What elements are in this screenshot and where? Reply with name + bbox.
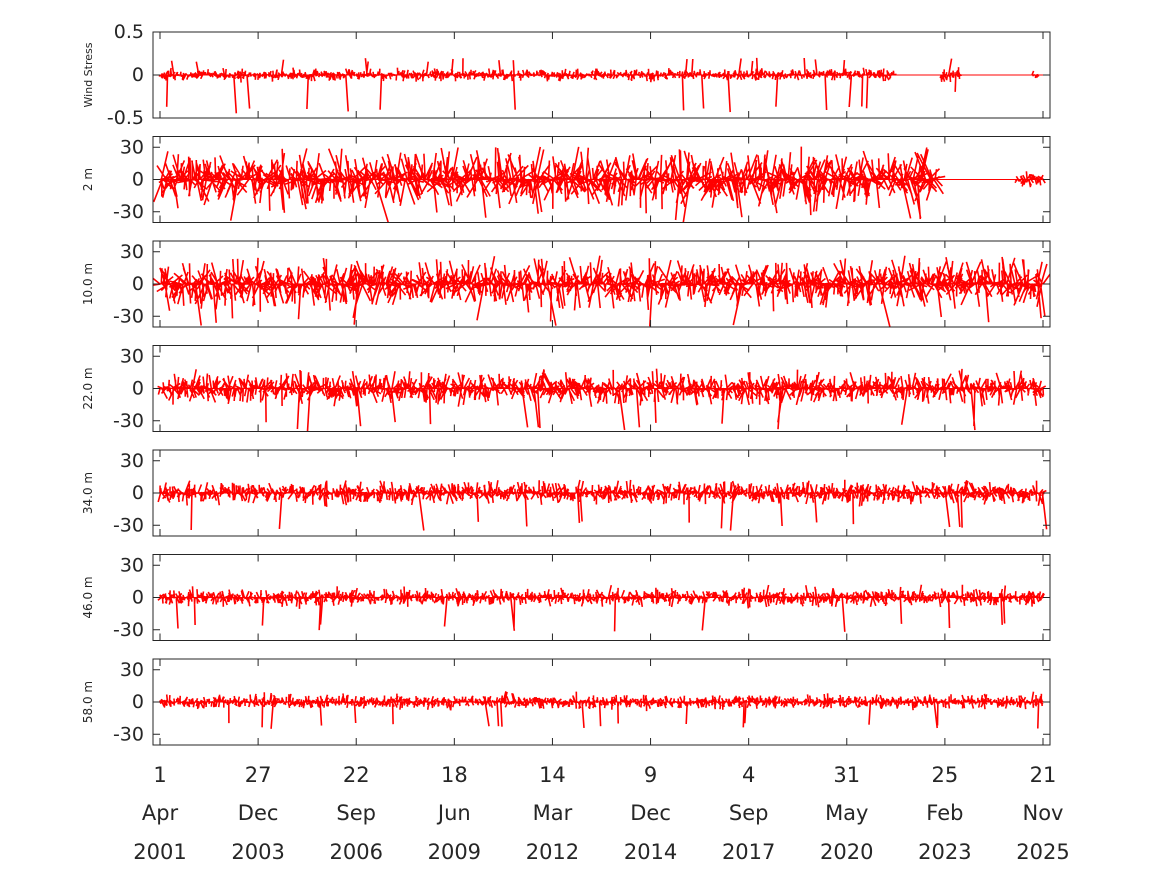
y-axis-label: Wind Stress (82, 42, 95, 107)
vector-series-segment (153, 255, 1050, 327)
x-tick-label-month: Dec (630, 801, 671, 825)
x-tick-label-day: 14 (539, 763, 566, 787)
vector-series-segment (157, 368, 1047, 432)
panel-2: 30 0 -30 10.0 m (81, 240, 1051, 328)
panel-6: 30 0 -30 58.0 m (81, 658, 1051, 746)
x-tick-label-day: 25 (932, 763, 959, 787)
y-tick-label: -30 (113, 514, 144, 536)
y-tick-label: 0 (132, 378, 144, 400)
x-tick-label-month: Nov (1023, 801, 1064, 825)
x-tick-label-day: 1 (153, 763, 166, 787)
vector-series-segment (1014, 171, 1046, 188)
y-tick-label: 0 (132, 482, 144, 504)
y-axis-label: 22.0 m (81, 367, 95, 409)
y-tick-label: 30 (120, 554, 144, 576)
vector-series-segment (939, 58, 962, 92)
y-tick-label: 0 (132, 587, 144, 609)
y-tick-label: 0 (132, 273, 144, 295)
x-tick-label-month: Sep (729, 801, 769, 825)
x-tick-label-day: 18 (441, 763, 468, 787)
vector-series-segment (157, 479, 1048, 531)
x-tick-label-year: 2023 (918, 840, 971, 864)
vector-series-segment (157, 584, 1045, 632)
panel-1: 30 0 -30 2 m (81, 136, 1051, 223)
y-axis-label: 10.0 m (81, 263, 95, 305)
x-tick-label-month: Mar (533, 801, 573, 825)
y-tick-label: 30 (120, 241, 144, 263)
x-tick-label-month: Dec (238, 801, 279, 825)
panel-5: 30 0 -30 46.0 m (81, 554, 1051, 641)
y-tick-label: 30 (120, 450, 144, 472)
vector-sticks-3 (157, 368, 1047, 432)
x-tick-label-year: 2003 (231, 840, 284, 864)
y-axis-label: 34.0 m (81, 472, 95, 514)
x-tick-label-day: 9 (644, 763, 657, 787)
vector-sticks-5 (157, 584, 1045, 632)
panels-group: 0.5 0 -0.5 Wind Stress 30 0 -30 2 m 30 0 -30 10.0 m… (81, 21, 1051, 746)
panel-0: 0.5 0 -0.5 Wind Stress (82, 21, 1051, 129)
vector-sticks-6 (159, 691, 1044, 729)
y-axis-label: 46.0 m (81, 576, 95, 618)
x-tick-label-day: 21 (1030, 763, 1057, 787)
y-tick-label: 30 (120, 659, 144, 681)
x-tick-label-year: 2012 (526, 840, 579, 864)
vector-series-segment (153, 146, 946, 223)
vector-series-segment (1031, 70, 1040, 79)
y-tick-label: -30 (113, 619, 144, 641)
vector-sticks-4 (157, 479, 1048, 531)
vector-sticks-1 (153, 146, 1046, 223)
x-tick-label-month: Apr (142, 801, 179, 825)
x-tick-label-month: Jun (436, 801, 471, 825)
x-axis-labels: 1 Apr 2001 27 Dec 2003 22 Sep 2006 18 Jun 2009 14 Mar… (133, 763, 1069, 864)
x-tick-label-day: 22 (343, 763, 370, 787)
panel-4: 30 0 -30 34.0 m (81, 449, 1051, 537)
x-tick-label-year: 2025 (1016, 840, 1069, 864)
y-tick-label: 0 (132, 169, 144, 191)
y-tick-label: -30 (113, 723, 144, 745)
x-tick-label-day: 4 (742, 763, 755, 787)
x-tick-label-day: 31 (833, 763, 860, 787)
y-axis-label: 2 m (81, 168, 95, 191)
x-tick-label-year: 2001 (133, 840, 186, 864)
vector-series-segment (158, 57, 897, 114)
vector-sticks-2 (153, 255, 1050, 327)
x-tick-label-year: 2009 (428, 840, 481, 864)
y-axis-label: 58.0 m (81, 681, 95, 723)
x-tick-label-day: 27 (245, 763, 272, 787)
y-tick-label: 0.5 (114, 21, 144, 43)
y-tick-label: 0 (132, 64, 144, 86)
y-tick-label: -30 (113, 201, 144, 223)
y-tick-label: -30 (113, 410, 144, 432)
x-tick-label-month: May (825, 801, 868, 825)
x-tick-label-year: 2006 (329, 840, 382, 864)
y-tick-label: -0.5 (107, 107, 144, 129)
panel-3: 30 0 -30 22.0 m (81, 345, 1051, 432)
x-tick-label-month: Feb (926, 801, 963, 825)
x-tick-label-year: 2017 (722, 840, 775, 864)
x-tick-label-year: 2020 (820, 840, 873, 864)
x-tick-label-month: Sep (336, 801, 376, 825)
x-tick-label-year: 2014 (624, 840, 677, 864)
vector-series-segment (159, 691, 1044, 729)
y-tick-label: -30 (113, 305, 144, 327)
y-tick-label: 30 (120, 136, 144, 158)
y-tick-label: 0 (132, 691, 144, 713)
vector-sticks-0 (158, 57, 1043, 114)
y-tick-label: 30 (120, 345, 144, 367)
